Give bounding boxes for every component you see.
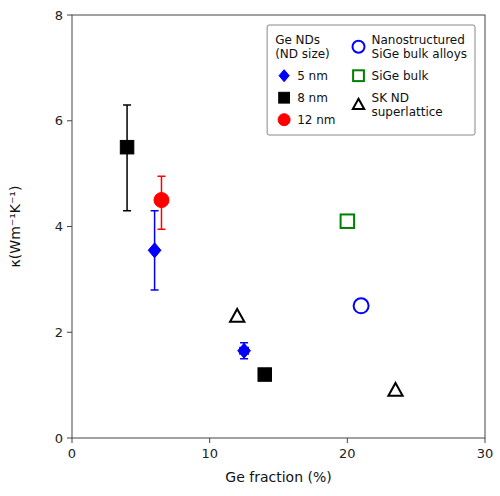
legend-label: 8 nm (297, 91, 328, 105)
legend-text-line: 5 nm (297, 69, 328, 83)
x-axis-label: Ge fraction (%) (225, 469, 331, 485)
legend-title: Ge NDs(ND size) (275, 33, 330, 61)
point (388, 383, 402, 396)
x-tick (72, 438, 73, 443)
legend-text-line: (ND size) (275, 47, 330, 61)
y-tick-label: 4 (55, 219, 63, 234)
legend-text-line: Ge NDs (275, 33, 320, 47)
x-tick-label: 20 (339, 446, 356, 461)
legend-column: NanostructuredSiGe bulk alloys SiGe bulk S… (353, 33, 467, 119)
legend-text-line: 12 nm (297, 113, 335, 127)
legend-box (267, 25, 475, 135)
point (230, 309, 244, 322)
legend-label: 5 nm (297, 69, 328, 83)
point (258, 368, 272, 382)
legend-marker (353, 41, 365, 53)
point (354, 298, 369, 313)
legend-marker (279, 92, 290, 103)
legend-marker (353, 70, 364, 81)
plot-frame (72, 15, 485, 438)
error-bars (151, 211, 249, 359)
legend-text-line: 8 nm (297, 91, 328, 105)
y-axis-label: κ(Wm⁻¹K⁻¹) (7, 186, 23, 268)
legend-column: Ge NDs(ND size) 5 nm 8 nm 12 nm (275, 33, 335, 127)
data-points (120, 105, 402, 396)
y-error-bar (123, 105, 131, 211)
legend-label: 12 nm (297, 113, 335, 127)
legend-text-line: SiGe bulk (372, 69, 429, 83)
legend: Ge NDs(ND size) 5 nm 8 nm 12 nm Nanostructur… (267, 25, 475, 135)
point (341, 214, 355, 228)
point (238, 343, 251, 358)
y-tick-label: 2 (55, 325, 63, 340)
legend-marker (353, 99, 364, 109)
error-bars (123, 105, 269, 379)
x-tick (209, 438, 210, 443)
x-tick (485, 438, 486, 443)
chart: 0 10 20 30 0 2 4 6 8 Ge fraction (%) κ(Wm⁻¹K⁻¹) Ge … (0, 0, 500, 496)
y-tick-label: 6 (55, 113, 63, 128)
legend-text-line: SiGe bulk alloys (372, 47, 467, 61)
y-tick (67, 15, 72, 16)
y-tick-label: 8 (55, 8, 63, 23)
y-tick (67, 332, 72, 333)
point (154, 193, 169, 208)
y-tick (67, 226, 72, 227)
legend-text-line: superlattice (372, 105, 443, 119)
legend-text-line: SK ND (372, 91, 410, 105)
x-tick (347, 438, 348, 443)
x-tick-label: 0 (68, 446, 76, 461)
y-tick-label: 0 (55, 431, 63, 446)
point (120, 140, 134, 154)
legend-text-line: Nanostructured (372, 33, 465, 47)
legend-label: SK NDsuperlattice (372, 91, 443, 119)
legend-marker (279, 70, 289, 82)
legend-label: SiGe bulk (372, 69, 429, 83)
x-tick-label: 10 (201, 446, 218, 461)
point (148, 243, 161, 258)
y-tick (67, 438, 72, 439)
legend-marker (278, 114, 290, 126)
y-tick (67, 120, 72, 121)
legend-label: NanostructuredSiGe bulk alloys (372, 33, 467, 61)
x-tick-label: 30 (477, 446, 494, 461)
